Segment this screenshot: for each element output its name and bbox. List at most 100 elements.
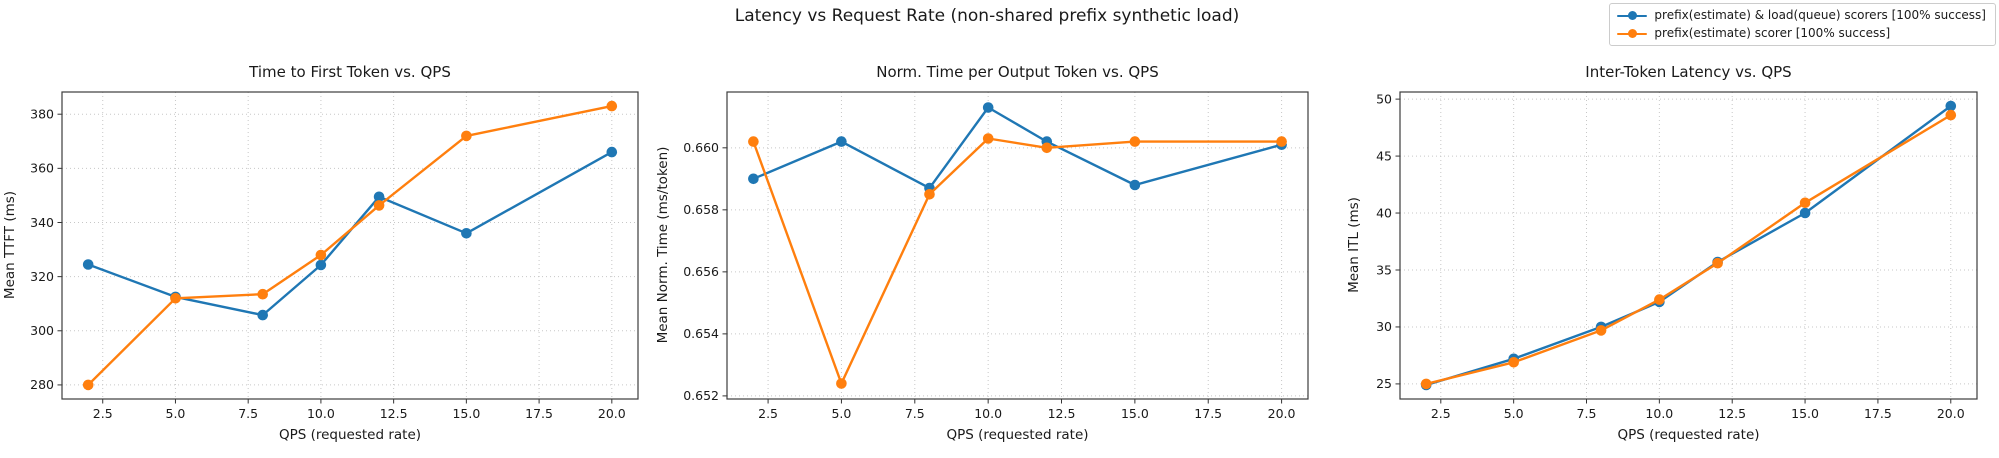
x-tick-label: 12.5	[1718, 406, 1746, 421]
data-point	[1508, 357, 1519, 368]
x-tick-label: 10.0	[307, 406, 335, 421]
data-point	[82, 379, 94, 391]
x-tick-label: 5.0	[166, 406, 186, 421]
x-tick-label: 2.5	[1431, 406, 1451, 421]
x-axis-label: QPS (requested rate)	[278, 427, 422, 443]
series-line	[752, 106, 1282, 190]
data-point	[836, 378, 847, 389]
legend-entry: prefix(estimate) & load(queue) scorers […	[1617, 8, 1986, 23]
y-tick-label: 35	[1376, 262, 1392, 277]
chart-title: Inter-Token Latency vs. QPS	[1585, 63, 1792, 81]
data-point	[461, 228, 472, 239]
data-point	[1945, 100, 1957, 112]
chart-title: Time to First Token vs. QPS	[249, 63, 451, 81]
data-point	[1799, 207, 1811, 219]
data-point	[606, 100, 618, 112]
chart-title: Norm. Time per Output Token vs. QPS	[876, 63, 1159, 81]
y-tick-label: 25	[1376, 376, 1392, 391]
data-point	[257, 288, 269, 300]
y-axis-label: Mean Norm. Time (ms/token)	[655, 146, 671, 344]
data-point	[82, 259, 94, 270]
x-tick-label: 15.0	[452, 406, 480, 421]
series-line	[87, 151, 613, 317]
data-point	[1041, 142, 1053, 154]
y-tick-label: 45	[1376, 148, 1392, 163]
x-tick-label: 10.0	[974, 406, 1002, 421]
figure-title: Latency vs Request Rate (non-shared pref…	[734, 6, 1240, 26]
data-point	[1129, 179, 1141, 191]
y-tick-label: 0.656	[683, 264, 719, 279]
data-point	[748, 173, 759, 185]
legend-label: prefix(estimate) & load(queue) scorers […	[1654, 8, 1986, 22]
x-tick-label: 5.0	[1504, 406, 1524, 421]
plot-border	[61, 91, 639, 400]
data-point	[461, 130, 472, 142]
x-tick-label: 10.0	[1645, 406, 1673, 421]
x-tick-label: 20.0	[598, 406, 626, 421]
legend-entry: prefix(estimate) scorer [100% success]	[1617, 26, 1986, 41]
data-point	[1129, 136, 1141, 147]
series-line	[1425, 114, 1952, 386]
x-tick-label: 17.5	[1864, 406, 1892, 421]
y-tick-label: 0.654	[683, 326, 719, 341]
x-tick-label: 17.5	[1194, 406, 1222, 421]
y-tick-label: 280	[30, 377, 54, 392]
data-point	[924, 189, 935, 200]
x-tick-label: 15.0	[1791, 406, 1819, 421]
data-point	[1945, 109, 1957, 121]
x-axis-label: QPS (requested rate)	[946, 427, 1089, 443]
x-tick-label: 7.5	[1577, 406, 1597, 421]
data-point	[606, 146, 618, 158]
data-point	[1712, 257, 1723, 269]
x-axis-label: QPS (requested rate)	[1617, 427, 1760, 443]
data-point	[257, 309, 269, 321]
series-line	[752, 137, 1282, 385]
x-tick-label: 5.0	[831, 406, 851, 421]
x-tick-label: 17.5	[525, 406, 553, 421]
data-point	[170, 293, 181, 304]
x-tick-label: 7.5	[238, 406, 258, 421]
legend-label: prefix(estimate) scorer [100% success]	[1654, 26, 1891, 40]
data-point	[315, 259, 327, 271]
data-point	[748, 136, 759, 147]
y-tick-label: 0.658	[683, 202, 719, 217]
y-tick-label: 340	[30, 215, 54, 230]
y-tick-label: 0.660	[683, 140, 719, 155]
series-line	[1425, 105, 1952, 387]
legend: prefix(estimate) & load(queue) scorers […	[1609, 3, 1996, 46]
y-tick-label: 300	[30, 323, 54, 338]
data-point	[373, 191, 385, 203]
data-point	[1276, 136, 1287, 147]
x-tick-label: 20.0	[1937, 406, 1965, 421]
plot-border	[1399, 91, 1978, 400]
x-tick-label: 7.5	[905, 406, 925, 421]
y-axis-label: Mean ITL (ms)	[1346, 197, 1362, 293]
y-tick-label: 0.652	[683, 388, 719, 403]
series-line	[87, 104, 613, 386]
plot-border	[726, 91, 1309, 400]
y-tick-label: 50	[1376, 91, 1392, 106]
data-point	[982, 102, 994, 113]
x-tick-label: 12.5	[1048, 406, 1076, 421]
legend-line-marker-icon	[1617, 10, 1648, 21]
y-tick-label: 320	[30, 269, 54, 284]
data-point	[1799, 197, 1811, 209]
x-tick-label: 15.0	[1121, 406, 1149, 421]
x-tick-label: 12.5	[380, 406, 408, 421]
legend-line-marker-icon	[1617, 28, 1648, 39]
x-tick-label: 2.5	[758, 406, 778, 421]
data-point	[982, 133, 994, 144]
data-point	[836, 136, 847, 147]
data-point	[1420, 378, 1432, 390]
data-point	[1654, 294, 1665, 305]
data-point	[315, 249, 327, 261]
x-tick-label: 2.5	[93, 406, 113, 421]
data-point	[1595, 325, 1607, 336]
y-tick-label: 380	[30, 106, 54, 121]
data-point	[373, 200, 385, 211]
y-tick-label: 40	[1376, 205, 1392, 220]
y-axis-label: Mean TTFT (ms)	[2, 190, 18, 300]
y-tick-label: 360	[30, 161, 54, 176]
